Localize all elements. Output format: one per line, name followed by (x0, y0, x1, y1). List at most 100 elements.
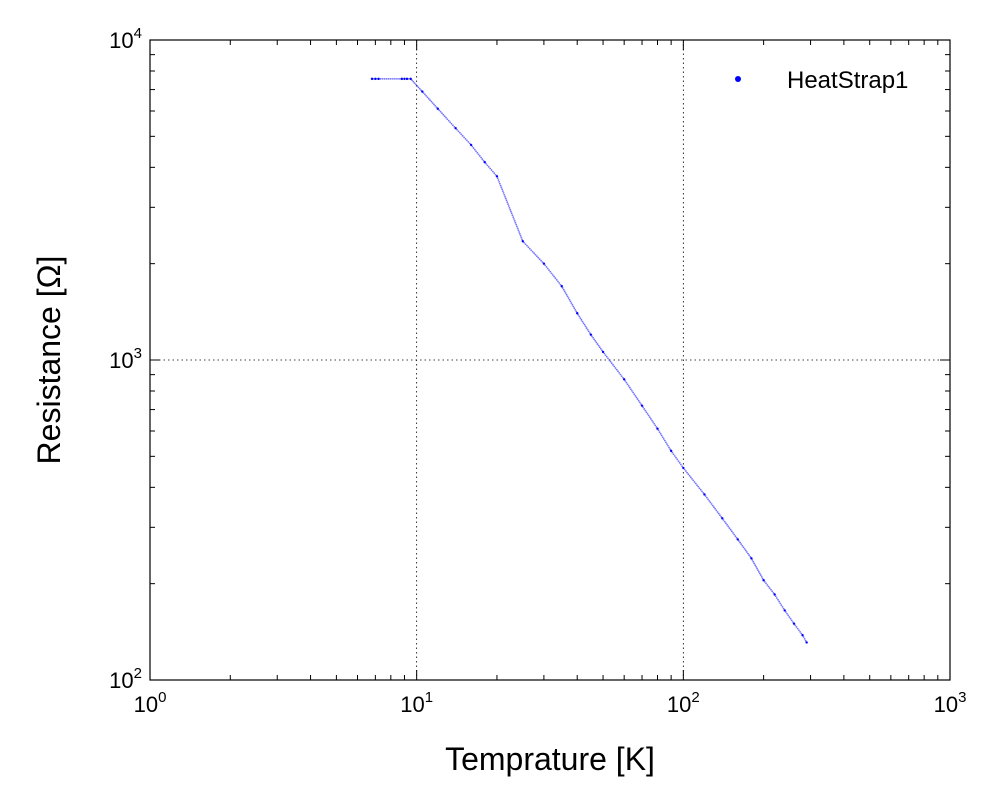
data-point-interp (515, 223, 518, 226)
data-point-interp (774, 595, 777, 598)
data-point-interp (417, 86, 420, 89)
data-point-interp (778, 600, 781, 603)
data-point-interp (649, 417, 652, 420)
data-point-interp (758, 570, 760, 573)
data-point-heatstrap1 (773, 593, 776, 596)
data-point-interp (634, 394, 637, 397)
data-point-interp (766, 584, 769, 586)
data-point-interp (740, 543, 743, 546)
data-point-interp (632, 391, 634, 394)
data-point-interp (756, 567, 758, 570)
data-point-heatstrap1 (421, 90, 424, 93)
data-point-interp (513, 218, 515, 220)
data-point-interp (473, 148, 476, 151)
data-point-interp (672, 453, 675, 456)
data-point-interp (561, 287, 564, 289)
data-point-interp (686, 471, 688, 474)
data-point-interp (504, 197, 507, 200)
data-point-interp (795, 626, 798, 628)
data-point-interp (763, 580, 766, 583)
data-point-interp (395, 77, 397, 80)
data-point-heatstrap1 (805, 641, 808, 644)
data-point-interp (767, 585, 770, 588)
data-point-interp (508, 206, 511, 209)
data-point-interp (788, 616, 791, 618)
data-point-interp (658, 431, 661, 434)
data-point-interp (661, 436, 664, 439)
data-point-interp (427, 97, 430, 100)
data-point-interp (450, 122, 453, 125)
data-point-interp (407, 77, 410, 80)
data-point-interp (411, 79, 413, 82)
data-point-interp (379, 77, 382, 80)
legend-label-heatstrap1: HeatStrap1 (787, 67, 908, 94)
data-point-interp (372, 77, 375, 80)
data-point-interp (482, 159, 485, 162)
data-point-interp (544, 264, 547, 267)
data-point-interp (430, 100, 433, 103)
data-point-interp (574, 308, 577, 311)
data-point-interp (588, 332, 591, 334)
data-point-heatstrap1 (400, 77, 404, 81)
data-point-heatstrap1 (736, 538, 739, 541)
data-point-interp (511, 214, 514, 217)
data-point-interp (530, 249, 533, 252)
data-point-interp (518, 231, 520, 233)
data-point-interp (572, 305, 575, 308)
data-point-interp (599, 347, 602, 350)
data-point-interp (456, 128, 458, 131)
data-point-heatstrap1 (750, 557, 753, 560)
data-point-interp (553, 275, 556, 278)
data-point-interp (418, 87, 421, 90)
data-point-heatstrap1 (792, 622, 796, 625)
data-point-interp (609, 360, 612, 363)
data-point-interp (564, 292, 567, 294)
data-point-interp (514, 221, 517, 224)
data-point-heatstrap1 (542, 262, 546, 265)
axis-tick-labels: 100 101 102 103 102 103 104 (109, 25, 966, 717)
data-point-interp (518, 232, 521, 235)
data-point-interp (596, 343, 599, 345)
data-point-interp (702, 492, 705, 494)
data-point-interp (734, 535, 737, 538)
data-point-interp (481, 158, 484, 160)
data-point-interp (710, 503, 713, 505)
data-point-interp (426, 96, 429, 99)
data-point-interp (422, 92, 425, 94)
data-point-interp (719, 514, 721, 517)
data-point-interp (464, 137, 467, 140)
data-point-heatstrap1 (622, 378, 626, 381)
data-point-interp (617, 370, 619, 373)
data-point-interp (485, 162, 487, 165)
grid-lines (150, 40, 950, 680)
data-point-interp (443, 115, 446, 118)
y-tick-label: 104 (109, 25, 142, 53)
data-point-heatstrap1 (703, 493, 706, 496)
data-point-interp (791, 621, 794, 623)
data-point-interp (527, 246, 530, 249)
data-point-interp (755, 565, 757, 568)
data-point-interp (562, 288, 565, 291)
data-point-interp (644, 409, 647, 412)
data-point-interp (423, 93, 426, 96)
data-point-interp (503, 193, 506, 196)
data-point-interp (651, 419, 653, 422)
data-point-interp (770, 588, 772, 591)
data-point-interp (546, 267, 549, 270)
data-point-interp (666, 443, 668, 445)
data-point-interp (509, 208, 512, 211)
data-point-interp (646, 412, 649, 415)
data-point-interp (521, 238, 523, 241)
data-point-interp (742, 546, 745, 549)
data-point-heatstrap1 (403, 77, 406, 81)
data-point-interp (799, 631, 802, 633)
data-point-interp (569, 300, 572, 303)
data-point-interp (640, 403, 642, 405)
data-point-interp (786, 612, 788, 615)
data-point-interp (491, 170, 494, 173)
data-point-interp (449, 121, 452, 124)
data-point-interp (471, 145, 474, 148)
data-point-interp (802, 636, 805, 638)
data-point-interp (524, 243, 527, 246)
